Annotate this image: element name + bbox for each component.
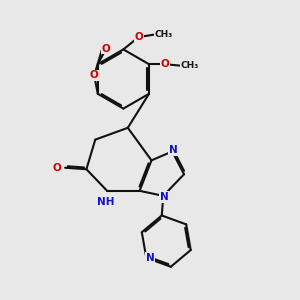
Text: O: O [90,70,99,80]
Text: N: N [169,145,178,155]
Text: N: N [146,253,154,263]
Text: O: O [161,59,170,69]
Text: NH: NH [97,197,114,207]
Text: CH₃: CH₃ [154,30,173,39]
Text: O: O [52,163,61,173]
Text: O: O [102,44,110,54]
Text: CH₃: CH₃ [181,61,199,70]
Text: N: N [160,192,169,202]
Text: O: O [134,32,143,42]
